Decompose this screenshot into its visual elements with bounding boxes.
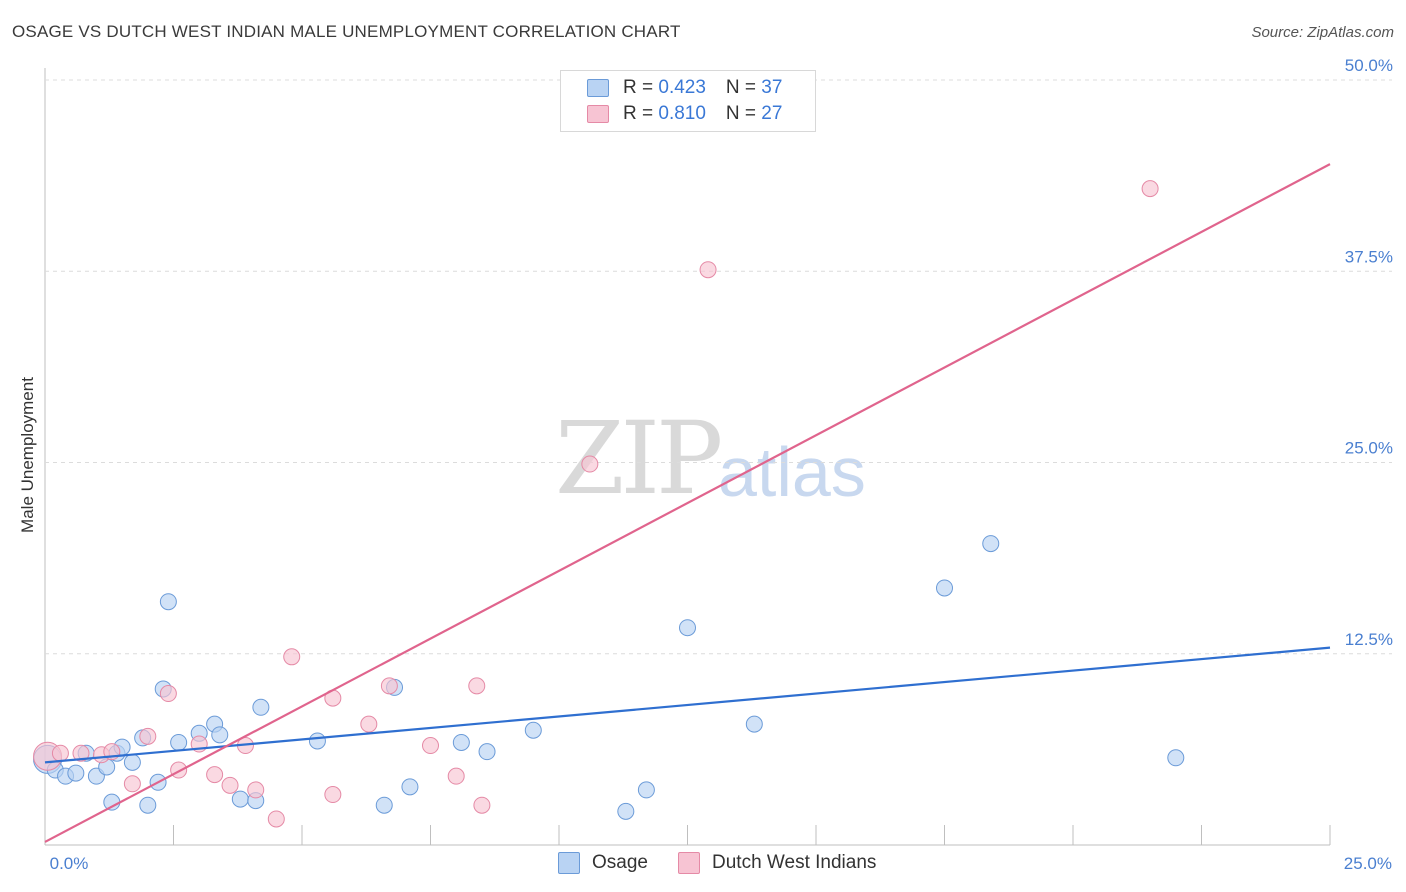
osage-point [982,535,1000,553]
osage-point [401,778,419,796]
chart-title: OSAGE VS DUTCH WEST INDIAN MALE UNEMPLOY… [12,22,681,41]
y-tick-label: 12.5% [1345,630,1393,649]
osage-point [524,721,542,739]
legend-row-dwi: R = 0.810 N = 27 [587,102,782,126]
osage-point [617,802,635,820]
dwi-point [123,775,141,793]
dwi-point [699,261,717,279]
osage-point [478,743,496,761]
legend-dwi-label: Dutch West Indians [712,852,877,873]
legend-item-dwi[interactable]: Dutch West Indians [678,852,876,874]
osage-point [637,781,655,799]
dwi-r-label: R = [623,103,659,124]
dwi-point [447,767,465,785]
dwi-point [72,744,90,762]
dwi-point [324,786,342,804]
dwi-swatch-icon [587,105,609,123]
osage-point [139,796,157,814]
dwi-point [380,677,398,695]
legend-item-osage[interactable]: Osage [558,852,648,874]
y-tick-label: 37.5% [1345,247,1393,266]
osage-n-value: 37 [761,77,783,98]
dwi-r-value: 0.810 [658,103,706,124]
osage-point [170,733,188,751]
dwi-n-value: 27 [761,103,783,124]
osage-r-label: R = [623,77,659,98]
x-tick-label-max: 25.0% [1344,854,1392,873]
y-tick-label: 50.0% [1345,56,1393,75]
osage-point [375,796,393,814]
osage-point [231,790,249,808]
osage-point [67,764,85,782]
legend-osage-label: Osage [592,852,648,873]
osage-point [452,733,470,751]
osage-point [123,753,141,771]
dwi-point [468,677,486,695]
osage-swatch-icon [587,79,609,97]
dwi-point [360,715,378,733]
osage-point [159,593,177,611]
x-tick-label-min: 0.0% [50,854,89,873]
dwi-point [139,727,157,745]
osage-point [679,619,696,637]
dwi-n-label: N = [725,103,762,124]
osage-legend-swatch-icon [558,852,580,874]
y-tick-label: 25.0% [1345,439,1393,458]
watermark-zip: ZIP [555,400,723,517]
dwi-point [221,776,239,794]
watermark-atlas: atlas [718,433,866,511]
osage-point [936,579,953,597]
osage-r-value: 0.423 [658,77,706,98]
osage-point [1167,749,1185,767]
dwi-point [1141,180,1159,198]
dwi-trend-line [44,163,1331,843]
dwi-legend-swatch-icon [678,852,700,874]
osage-point [211,726,229,744]
osage-n-label: N = [725,77,762,98]
dwi-point [267,810,285,828]
osage-trend-line [44,646,1331,764]
dwi-point [159,685,177,703]
dwi-point [51,744,69,762]
dwi-point [473,796,491,814]
osage-point [252,698,270,716]
legend-row-osage: R = 0.423 N = 37 [587,76,782,100]
dwi-point [422,737,439,755]
osage-point [308,732,326,750]
series-legend: Osage Dutch West Indians [0,852,1406,876]
dwi-point [581,455,599,473]
dwi-point [206,766,224,784]
osage-point [745,715,763,733]
correlation-legend: R = 0.423 N = 37 R = 0.810 N = 27 [560,70,816,132]
source-label: Source: ZipAtlas.com [1251,24,1394,41]
dwi-point [283,648,301,666]
dwi-point [247,781,265,799]
